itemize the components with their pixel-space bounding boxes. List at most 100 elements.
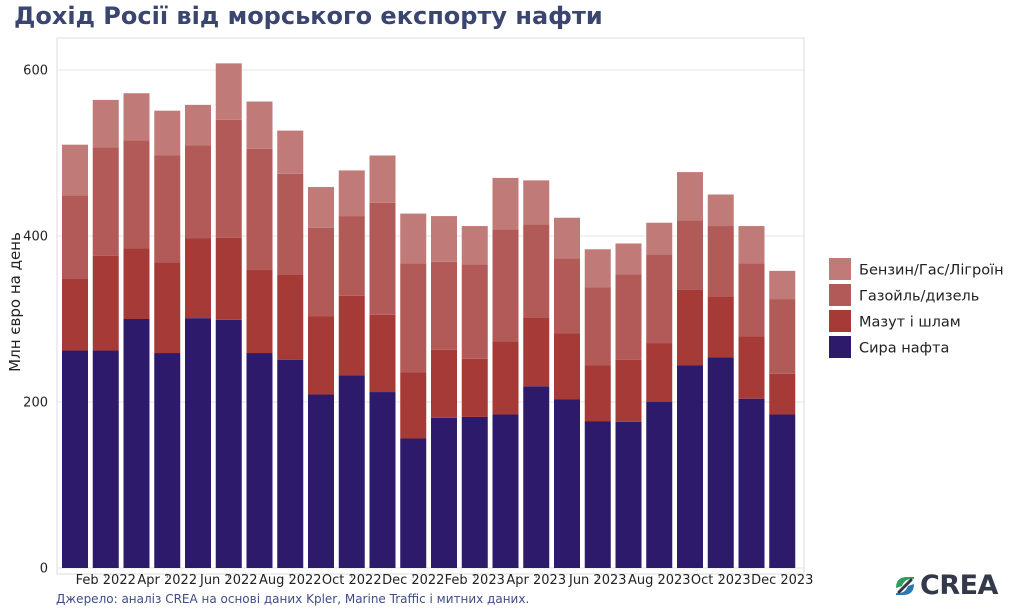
bar-segment: [400, 213, 427, 264]
bar-segment: [707, 296, 734, 358]
bar-segment: [123, 93, 150, 141]
bar-segment: [308, 316, 334, 395]
bars: [62, 63, 796, 568]
bar-segment: [308, 227, 334, 317]
bar-segment: [338, 375, 365, 568]
bar-segment: [215, 63, 242, 120]
bar-segment: [400, 438, 427, 568]
bar-segment: [215, 237, 242, 320]
bar-segment: [92, 99, 119, 148]
x-tick-label: Dec 2023: [751, 573, 813, 588]
crea-logo: CREA: [893, 570, 998, 601]
bar-segment: [431, 417, 457, 568]
x-tick-labels: Feb 2022 Apr 2022 Jun 2022 Aug 2022 Oct 2022…: [76, 573, 814, 588]
bar-segment: [615, 243, 642, 275]
bar-segment: [615, 359, 642, 422]
bar-segment: [523, 386, 550, 568]
legend-swatch: [829, 284, 851, 306]
bar-segment: [369, 392, 396, 568]
bar-segment: [369, 155, 396, 203]
x-tick-label: Aug 2023: [628, 573, 691, 588]
bar-segment: [738, 336, 765, 399]
bar-segment: [769, 299, 796, 374]
bar-segment: [185, 238, 211, 319]
bar-segment: [431, 349, 457, 418]
x-tick-label: Oct 2022: [322, 573, 382, 588]
bar-segment: [492, 177, 519, 230]
bar-segment: [338, 295, 365, 376]
bar-segment: [738, 263, 765, 337]
x-tick-label: Feb 2023: [445, 573, 505, 588]
y-tick-label: 0: [40, 562, 48, 577]
bar-segment: [154, 262, 181, 354]
bar-segment: [523, 180, 550, 225]
legend: Бензин/Гас/Лігроїн Газойль/дизель Мазут і …: [829, 258, 1004, 358]
bar-segment: [92, 147, 119, 256]
bar-segment: [646, 254, 673, 344]
bar-segment: [154, 353, 181, 568]
bar-segment: [369, 314, 396, 393]
bar-segment: [246, 148, 273, 271]
bar-segment: [369, 202, 396, 315]
plot-frame: [56, 37, 805, 575]
bar-segment: [277, 130, 304, 174]
bar-segment: [707, 226, 734, 297]
bar-segment: [461, 358, 488, 417]
bar-segment: [707, 194, 734, 227]
bar-segment: [492, 414, 519, 568]
bar-segment: [769, 373, 796, 415]
source-note: Джерело: аналіз CREA на основі даних Kpl…: [56, 592, 530, 606]
legend-swatch: [829, 258, 851, 280]
bar-segment: [246, 270, 273, 354]
bar-segment: [738, 226, 765, 264]
legend-label: Сира нафта: [859, 341, 949, 357]
bar-segment: [277, 275, 304, 360]
chart-title: Дохід Росії від морського експорту нафти: [14, 2, 603, 30]
x-tick-label: Jun 2023: [568, 573, 627, 588]
x-tick-label: Apr 2023: [506, 573, 566, 588]
x-tick-label: Feb 2022: [76, 573, 136, 588]
bar-segment: [308, 187, 334, 228]
bar-segment: [584, 365, 611, 422]
bar-segment: [707, 357, 734, 568]
bar-segment: [92, 255, 119, 351]
bar-segment: [277, 173, 304, 276]
bar-segment: [769, 414, 796, 568]
x-tick-label: Apr 2022: [137, 573, 197, 588]
x-tick-label: Aug 2022: [259, 573, 322, 588]
bar-segment: [277, 359, 304, 568]
crea-logo-icon: [896, 576, 914, 595]
bar-segment: [92, 350, 119, 568]
bar-segment: [154, 110, 181, 156]
bar-segment: [554, 333, 580, 400]
bar-segment: [338, 170, 365, 217]
bar-segment: [677, 365, 703, 568]
y-tick-labels: 0 200 400 600: [23, 64, 48, 577]
bar-segment: [185, 318, 211, 568]
bar-segment: [584, 287, 611, 366]
bar-segment: [554, 399, 580, 568]
bar-segment: [677, 220, 703, 290]
legend-label: Бензин/Гас/Лігроїн: [859, 263, 1004, 279]
bar-segment: [400, 263, 427, 373]
bar-segment: [246, 353, 273, 568]
legend-label: Газойль/дизель: [859, 289, 979, 305]
bar-segment: [62, 350, 88, 568]
bar-segment: [338, 216, 365, 296]
bar-segment: [215, 319, 242, 568]
y-tick-label: 400: [23, 230, 48, 245]
bar-segment: [154, 155, 181, 263]
bar-segment: [677, 289, 703, 366]
bar-segment: [123, 248, 150, 319]
bar-segment: [492, 229, 519, 342]
legend-swatch: [829, 310, 851, 332]
bar-segment: [615, 274, 642, 360]
bar-segment: [615, 421, 642, 568]
y-axis-title: Млн євро на день: [6, 232, 24, 372]
bar-segment: [584, 249, 611, 288]
bar-segment: [461, 264, 488, 359]
bar-segment: [185, 104, 211, 146]
bar-segment: [431, 216, 457, 262]
bar-segment: [677, 172, 703, 221]
x-tick-label: Oct 2023: [691, 573, 751, 588]
